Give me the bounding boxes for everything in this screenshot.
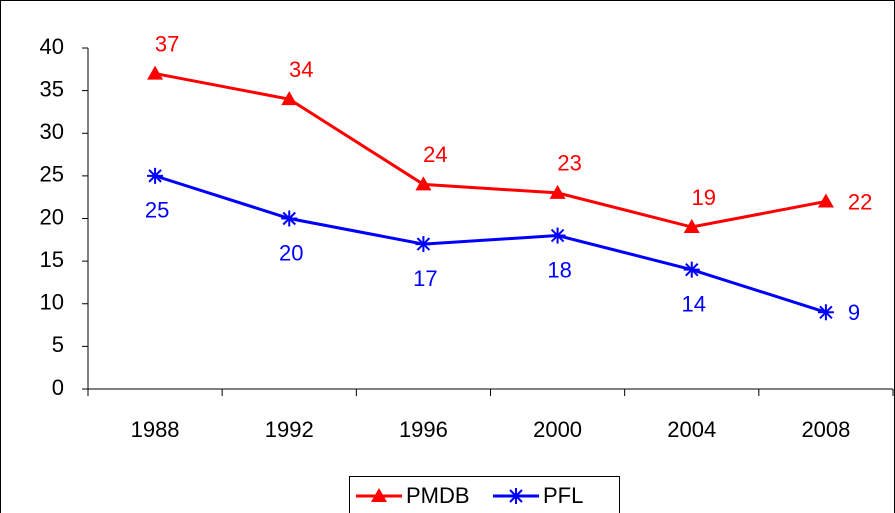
x-tick-label: 2004 — [667, 417, 716, 442]
point-marker — [817, 304, 834, 321]
x-tick-label: 1996 — [399, 417, 448, 442]
point-marker — [415, 176, 432, 191]
point-marker — [281, 91, 298, 106]
x-tick-label: 2000 — [533, 417, 582, 442]
series-line — [154, 174, 827, 314]
point-marker — [147, 167, 164, 184]
marker-stroke — [148, 169, 162, 183]
data-label: 34 — [289, 57, 313, 82]
y-tick-label: 40 — [40, 34, 64, 59]
legend-label: PMDB — [406, 483, 470, 508]
data-label: 18 — [547, 257, 571, 282]
point-marker — [683, 261, 700, 278]
y-tick-label: 25 — [40, 162, 64, 187]
x-tick-label: 1992 — [265, 417, 314, 442]
y-tick-label: 5 — [52, 332, 64, 357]
data-label: 9 — [848, 300, 860, 325]
marker-stroke — [509, 489, 523, 503]
data-label: 17 — [413, 266, 437, 291]
data-label: 22 — [848, 189, 872, 214]
point-marker — [415, 236, 432, 253]
point-marker — [508, 488, 524, 504]
series-line — [154, 72, 827, 229]
y-tick-label: 20 — [40, 204, 64, 229]
y-tick-label: 35 — [40, 76, 64, 101]
legend: PMDB PFL — [349, 476, 620, 513]
data-label: 14 — [682, 291, 706, 316]
data-label: 23 — [557, 151, 581, 176]
y-tick-label: 0 — [52, 375, 64, 400]
point-marker — [549, 227, 566, 244]
point-marker — [147, 65, 164, 80]
point-marker — [371, 488, 387, 502]
y-tick-label: 15 — [40, 247, 64, 272]
marker-stroke — [416, 237, 431, 251]
x-tick-label: 2008 — [801, 417, 850, 442]
marker-stroke — [685, 262, 699, 277]
data-label: 20 — [279, 240, 303, 265]
legend-label: PFL — [543, 483, 583, 508]
y-tick-label: 30 — [40, 119, 64, 144]
data-label: 19 — [692, 185, 716, 210]
data-label: 25 — [145, 198, 169, 223]
data-label: 24 — [423, 142, 447, 167]
x-tick-label: 1988 — [131, 417, 180, 442]
data-label: 37 — [155, 31, 179, 56]
y-tick-label: 10 — [40, 290, 64, 315]
marker-stroke — [282, 211, 296, 226]
marker-stroke — [550, 228, 565, 243]
marker-stroke — [819, 305, 833, 319]
point-marker — [549, 184, 566, 199]
point-marker — [817, 193, 834, 208]
point-marker — [683, 219, 700, 234]
point-marker — [281, 210, 298, 227]
